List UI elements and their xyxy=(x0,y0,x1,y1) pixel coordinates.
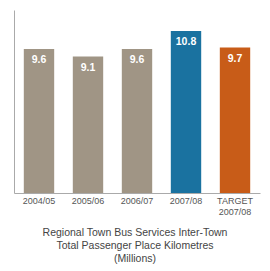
x-tick: 2006/07 xyxy=(121,193,154,206)
y-axis xyxy=(14,11,15,194)
bar xyxy=(122,49,152,193)
x-tick-label: 2007/08 xyxy=(170,196,203,206)
x-tick-label: 2004/05 xyxy=(23,196,56,206)
chart: 2004/05 2005/06 2006/07 2007/08 TARGET2007/0… xyxy=(0,0,270,271)
bar xyxy=(73,57,103,194)
data-label: 9.6 xyxy=(130,53,145,65)
data-label: 9.7 xyxy=(228,52,243,64)
x-tick: 2004/05 xyxy=(23,193,56,206)
data-label: 9.1 xyxy=(81,61,96,73)
data-labels: 9.6 9.1 9.6 10.8 9.7 xyxy=(32,35,243,73)
plot: 2004/05 2005/06 2006/07 2007/08 TARGET2007/0… xyxy=(15,11,261,217)
x-tick-label: TARGET2007/08 xyxy=(217,196,253,216)
x-tick: TARGET2007/08 xyxy=(217,193,253,217)
y-axis-line xyxy=(14,11,15,194)
x-tick-label: 2005/06 xyxy=(72,196,105,206)
x-axis-line xyxy=(15,193,261,194)
data-label: 10.8 xyxy=(176,35,197,47)
bars xyxy=(24,31,250,193)
bar xyxy=(171,31,201,193)
x-tick: 2005/06 xyxy=(72,193,105,206)
bar xyxy=(220,48,250,194)
bar xyxy=(24,49,54,193)
data-label: 9.6 xyxy=(32,53,47,65)
x-tick-label: 2006/07 xyxy=(121,196,154,206)
x-tick: 2007/08 xyxy=(170,193,203,206)
x-axis: 2004/05 2005/06 2006/07 2007/08 TARGET2007/0… xyxy=(15,193,261,217)
title: Regional Town Bus Services Inter-TownTot… xyxy=(43,226,228,263)
